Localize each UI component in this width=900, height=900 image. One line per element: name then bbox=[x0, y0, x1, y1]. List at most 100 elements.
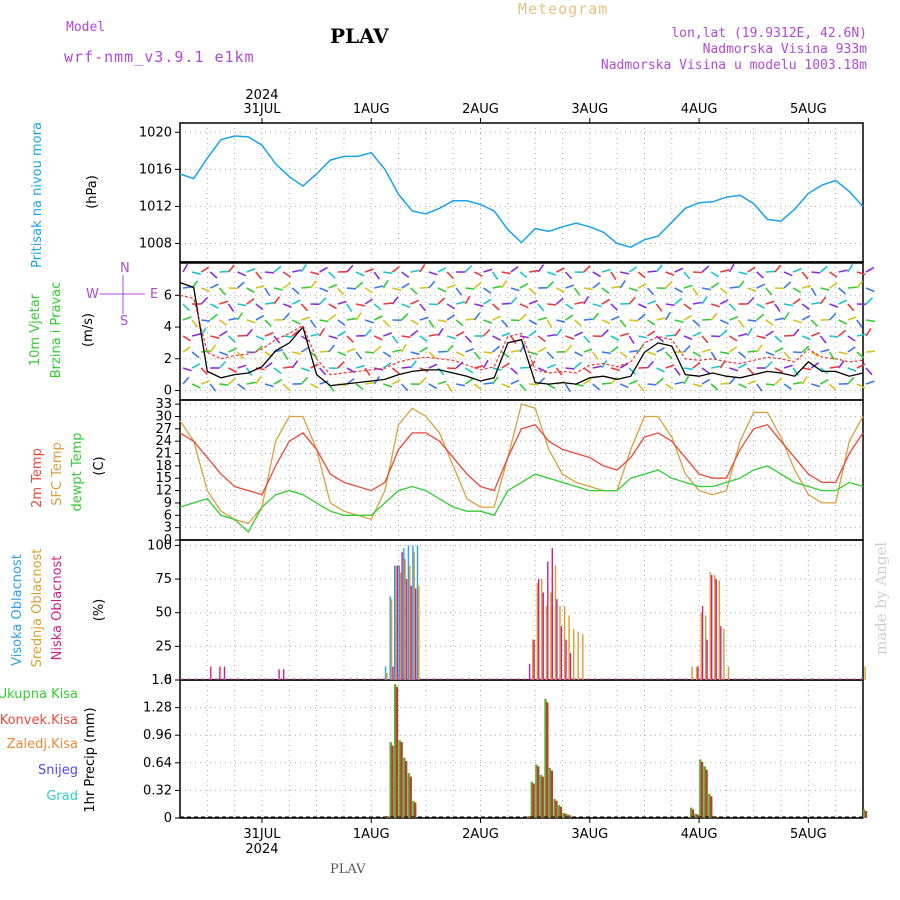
precip-total-bar bbox=[530, 781, 533, 818]
wind-barb bbox=[829, 383, 837, 391]
wind-barb bbox=[592, 312, 600, 321]
y-tick-label: 2 bbox=[164, 352, 172, 367]
precip-total-bar bbox=[694, 813, 697, 818]
pressure-ylabel: Pritisak na nivou mora bbox=[30, 122, 45, 268]
wind-barb bbox=[510, 319, 520, 322]
wind-barb bbox=[246, 381, 256, 385]
wind-barb bbox=[273, 335, 281, 344]
wind-barb bbox=[719, 299, 729, 305]
wind-barb bbox=[619, 332, 630, 337]
wind-barb bbox=[583, 295, 590, 305]
wind-barb bbox=[619, 319, 627, 328]
wind-barb bbox=[200, 367, 209, 376]
panel-frame-temperature bbox=[179, 399, 864, 541]
wind-barb bbox=[328, 344, 336, 353]
wind-barb bbox=[719, 329, 728, 337]
wind-barb bbox=[555, 328, 563, 337]
wind-barb bbox=[655, 303, 663, 312]
wind-barb bbox=[255, 314, 265, 321]
wind-barb bbox=[346, 347, 356, 353]
y-tick-label: 1.28 bbox=[143, 701, 172, 716]
wind-barb bbox=[227, 335, 236, 343]
precip-conv-bar bbox=[532, 783, 535, 818]
wind-barb bbox=[638, 335, 648, 339]
cloud-mid-bar bbox=[545, 606, 548, 680]
wind-barb bbox=[637, 271, 646, 279]
wind-barb bbox=[291, 299, 301, 305]
wind-barb bbox=[801, 303, 810, 311]
wind-barb bbox=[264, 319, 272, 327]
wind-barb bbox=[537, 264, 545, 273]
precip-total-bar bbox=[398, 740, 401, 818]
wind-barb bbox=[783, 303, 794, 307]
wind-barb bbox=[282, 383, 291, 391]
wind-barb bbox=[510, 335, 517, 344]
wind-barb bbox=[528, 269, 539, 273]
wind-barb bbox=[583, 287, 593, 291]
y-tick-label: 3 bbox=[164, 521, 172, 536]
wind-barb bbox=[783, 351, 791, 360]
wind-barb bbox=[236, 312, 244, 321]
wind-barb bbox=[637, 303, 647, 309]
wind-barb bbox=[201, 319, 211, 322]
wind-barb bbox=[209, 383, 217, 392]
wind-barb bbox=[529, 383, 539, 386]
precip-grad-label: Grad bbox=[46, 789, 78, 804]
wind-barb bbox=[801, 376, 808, 385]
wind-barb bbox=[301, 316, 311, 321]
wind-barb bbox=[793, 351, 803, 354]
wind-barb bbox=[456, 383, 466, 387]
wind-barb bbox=[483, 351, 493, 354]
wind-barb bbox=[774, 317, 784, 321]
wind-barb bbox=[255, 271, 263, 280]
y-tick-label: 0 bbox=[164, 673, 172, 688]
wind-barb bbox=[437, 297, 446, 305]
wind-barb bbox=[273, 296, 281, 305]
wind-barb bbox=[564, 383, 571, 393]
wind-barb bbox=[637, 383, 645, 392]
wind-barb bbox=[373, 335, 383, 341]
wind-barb bbox=[574, 361, 583, 369]
cloud-mid-bar bbox=[718, 580, 721, 680]
wind-barb bbox=[355, 271, 365, 277]
wind-barb bbox=[209, 313, 218, 321]
footer-station: PLAV bbox=[330, 862, 366, 877]
wind-barb bbox=[683, 271, 691, 280]
wind-barb bbox=[319, 297, 327, 305]
wind-barb bbox=[865, 327, 872, 337]
wind-barb bbox=[447, 367, 457, 370]
wind-ylabel-2: Brzina i Pravac bbox=[49, 282, 64, 379]
precip-total-bar bbox=[539, 774, 543, 818]
wind-barb bbox=[291, 287, 300, 295]
wind-barb bbox=[264, 271, 274, 274]
wind-barb bbox=[264, 362, 273, 369]
cloud-mid-bar bbox=[413, 552, 415, 680]
wind-barb bbox=[865, 350, 876, 353]
wind-barb bbox=[446, 303, 456, 310]
wind-barb bbox=[255, 284, 265, 289]
wind-barb bbox=[209, 344, 217, 353]
wind-barb bbox=[474, 303, 484, 307]
wind-barb bbox=[364, 287, 374, 294]
precip-conv-bar bbox=[537, 766, 540, 819]
wind-barb bbox=[701, 296, 708, 305]
wind-barb bbox=[565, 284, 575, 289]
wind-barb bbox=[364, 268, 374, 273]
y-tick-label: 4 bbox=[164, 320, 172, 335]
wind-barb bbox=[337, 361, 345, 369]
y-tick-label: 33 bbox=[155, 397, 172, 412]
wind-barb bbox=[592, 351, 599, 360]
wind-barb bbox=[729, 367, 739, 372]
precip-conv-bar bbox=[550, 770, 553, 818]
wind-barb bbox=[491, 271, 499, 280]
precip-conv-bar bbox=[400, 742, 403, 818]
cloud-mid-bar bbox=[563, 606, 566, 680]
wind-barb bbox=[847, 346, 856, 353]
wind-barb bbox=[656, 317, 666, 321]
wind-barb bbox=[392, 379, 401, 385]
cloud-low-ylabel: Niska Oblacnost bbox=[50, 556, 65, 661]
wind-barb bbox=[756, 313, 765, 321]
wind-barb bbox=[683, 335, 693, 341]
wind-barb bbox=[309, 319, 317, 328]
wind-barb bbox=[301, 286, 311, 289]
